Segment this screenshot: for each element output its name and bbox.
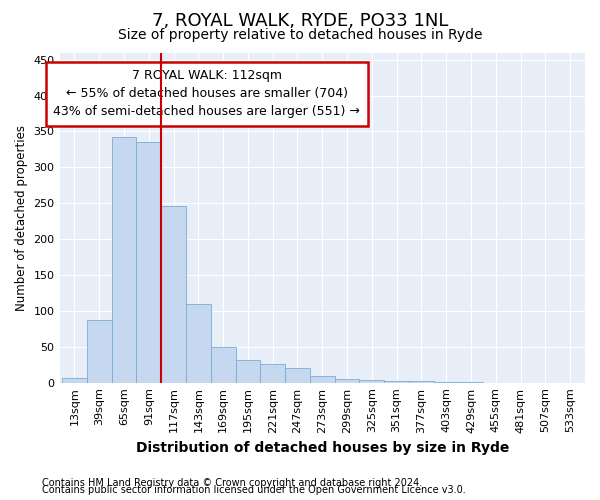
Bar bbox=[409, 381, 434, 382]
Bar bbox=[310, 376, 335, 382]
Text: Contains HM Land Registry data © Crown copyright and database right 2024.: Contains HM Land Registry data © Crown c… bbox=[42, 478, 422, 488]
Text: Contains public sector information licensed under the Open Government Licence v3: Contains public sector information licen… bbox=[42, 485, 466, 495]
Bar bbox=[260, 364, 285, 382]
Bar bbox=[112, 137, 136, 382]
Bar bbox=[136, 142, 161, 382]
Bar bbox=[186, 304, 211, 382]
Bar bbox=[161, 206, 186, 382]
Bar bbox=[236, 360, 260, 382]
Bar bbox=[211, 347, 236, 382]
Bar bbox=[87, 320, 112, 382]
Bar bbox=[285, 368, 310, 382]
Text: 7, ROYAL WALK, RYDE, PO33 1NL: 7, ROYAL WALK, RYDE, PO33 1NL bbox=[152, 12, 448, 30]
Bar bbox=[359, 380, 384, 382]
X-axis label: Distribution of detached houses by size in Ryde: Distribution of detached houses by size … bbox=[136, 441, 509, 455]
Y-axis label: Number of detached properties: Number of detached properties bbox=[15, 124, 28, 310]
Text: 7 ROYAL WALK: 112sqm
← 55% of detached houses are smaller (704)
43% of semi-deta: 7 ROYAL WALK: 112sqm ← 55% of detached h… bbox=[53, 69, 360, 118]
Bar bbox=[62, 378, 87, 382]
Bar bbox=[384, 380, 409, 382]
Text: Size of property relative to detached houses in Ryde: Size of property relative to detached ho… bbox=[118, 28, 482, 42]
Bar bbox=[335, 379, 359, 382]
